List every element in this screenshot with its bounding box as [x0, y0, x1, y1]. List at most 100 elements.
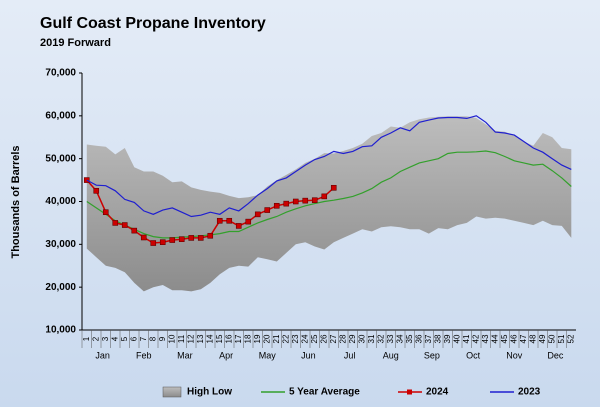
- x-tick-label: 11: [177, 334, 186, 343]
- x-tick-label: 27: [329, 334, 338, 343]
- series-line: [86, 115, 572, 218]
- chart-title: Gulf Coast Propane Inventory: [40, 15, 266, 32]
- marker: [264, 207, 271, 213]
- y-tick-label: 50,000: [45, 153, 76, 164]
- legend-label: 2023: [518, 387, 541, 398]
- marker: [140, 234, 147, 241]
- x-tick-label: 14: [205, 334, 214, 343]
- x-tick-label: 40: [452, 334, 461, 343]
- x-tick-label: 29: [348, 334, 357, 343]
- x-tick-label: 4: [110, 336, 119, 341]
- month-label: Nov: [506, 350, 523, 360]
- y-tick-label: 40,000: [45, 196, 76, 207]
- marker: [178, 236, 185, 242]
- x-tick-label: 31: [367, 334, 376, 343]
- x-tick-label: 15: [215, 334, 224, 343]
- x-tick-label: 41: [462, 334, 471, 343]
- x-tick-label: 10: [167, 334, 176, 343]
- x-tick-label: 5: [120, 336, 129, 341]
- legend-label: High Low: [187, 387, 232, 398]
- marker: [131, 227, 138, 234]
- legend-marker: [407, 389, 412, 395]
- marker: [292, 198, 299, 205]
- x-tick-label: 28: [338, 334, 347, 343]
- x-tick-label: 8: [148, 336, 157, 341]
- x-tick-label: 7: [139, 336, 148, 341]
- marker: [169, 237, 176, 243]
- legend-label: 5 Year Average: [289, 387, 360, 398]
- x-tick-label: 44: [490, 334, 499, 343]
- marker: [254, 211, 261, 218]
- x-tick-label: 23: [291, 334, 300, 343]
- month-label: May: [259, 350, 277, 360]
- x-tick-label: 3: [101, 336, 110, 341]
- month-label: Apr: [219, 350, 233, 360]
- month-label: Dec: [547, 350, 564, 360]
- month-label: Aug: [383, 350, 399, 360]
- x-tick-label: 37: [424, 334, 433, 343]
- x-tick-label: 21: [272, 334, 281, 343]
- month-label: Jan: [95, 350, 110, 360]
- marker: [235, 223, 242, 229]
- y-tick-label: 30,000: [45, 239, 76, 250]
- x-tick-label: 35: [405, 334, 414, 343]
- x-tick-label: 49: [538, 334, 547, 343]
- marker: [112, 220, 119, 226]
- chart-subtitle: 2019 Forward: [40, 37, 111, 49]
- y-tick-label: 10,000: [45, 325, 76, 336]
- x-tick-label: 39: [443, 334, 452, 343]
- x-tick-label: 2: [91, 336, 100, 341]
- x-tick-label: 33: [386, 334, 395, 343]
- x-tick-label: 26: [319, 334, 328, 343]
- marker: [207, 232, 214, 239]
- month-label: Jun: [301, 350, 316, 360]
- series-line: [86, 150, 572, 239]
- month-label: Jul: [344, 350, 356, 360]
- x-tick-label: 34: [395, 334, 404, 343]
- x-tick-label: 19: [253, 334, 262, 343]
- x-tick-label: 30: [357, 334, 366, 343]
- marker: [226, 217, 233, 224]
- x-tick-label: 47: [519, 334, 528, 343]
- marker: [245, 218, 252, 225]
- month-label: Mar: [177, 350, 193, 360]
- x-tick-label: 36: [414, 334, 423, 343]
- legend-label: 2024: [426, 387, 449, 398]
- x-tick-label: 13: [196, 334, 205, 343]
- marker: [273, 202, 280, 209]
- marker: [197, 235, 204, 241]
- x-tick-label: 17: [234, 334, 243, 343]
- marker: [330, 184, 337, 191]
- marker: [302, 197, 309, 204]
- y-tick-label: 70,000: [45, 68, 76, 79]
- x-tick-label: 1: [82, 336, 91, 341]
- marker: [93, 187, 100, 194]
- x-tick-label: 12: [186, 334, 195, 343]
- y-tick-label: 60,000: [45, 110, 76, 121]
- x-tick-label: 45: [500, 334, 509, 343]
- x-tick-label: 18: [243, 334, 252, 343]
- marker: [150, 240, 157, 246]
- x-tick-label: 42: [471, 334, 480, 343]
- month-label: Oct: [466, 350, 481, 360]
- month-label: Sep: [424, 350, 440, 360]
- marker: [283, 200, 290, 207]
- x-tick-label: 43: [481, 334, 490, 343]
- x-tick-label: 48: [528, 334, 537, 343]
- x-tick-label: 22: [281, 334, 290, 343]
- x-tick-label: 6: [129, 336, 138, 341]
- marker: [102, 209, 109, 216]
- y-tick-label: 20,000: [45, 282, 76, 293]
- x-tick-label: 52: [566, 334, 575, 343]
- x-tick-label: 50: [547, 334, 556, 343]
- x-tick-label: 38: [433, 334, 442, 343]
- x-tick-label: 16: [224, 334, 233, 343]
- marker: [159, 239, 166, 245]
- x-tick-label: 51: [557, 334, 566, 343]
- x-tick-label: 46: [509, 334, 518, 343]
- month-label: Feb: [136, 350, 152, 360]
- marker: [188, 235, 195, 241]
- marker: [311, 197, 318, 204]
- marker: [121, 222, 128, 228]
